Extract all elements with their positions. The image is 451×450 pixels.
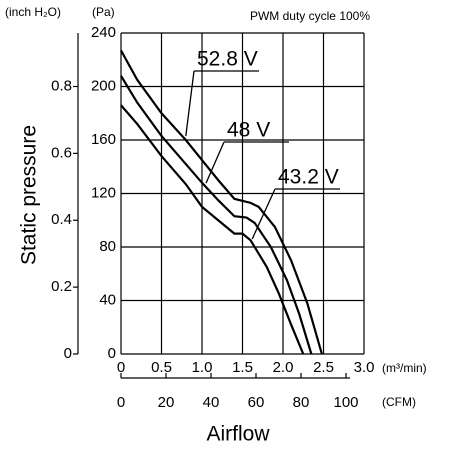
chart-title: PWM duty cycle 100% (250, 9, 370, 23)
y2-unit: (inch H₂O) (5, 5, 61, 19)
y-tick-label: 240 (91, 24, 116, 41)
x2-tick-label: 20 (158, 394, 175, 411)
x2-unit: (CFM) (382, 395, 416, 409)
line-series (120, 75, 313, 355)
y-tick-label: 160 (91, 131, 116, 148)
y2-tick-label: 0.8 (51, 77, 72, 94)
line-series (120, 104, 305, 355)
y-tick-label: 200 (91, 77, 116, 94)
x2-tick-label: 0 (117, 394, 125, 411)
y2-tick-label: 0 (64, 345, 72, 362)
y2-tick-label: 0.4 (51, 211, 72, 228)
x-tick-label: 2.5 (313, 359, 334, 376)
y2-tick-label: 0.2 (51, 278, 72, 295)
series-label: 52.8 V (197, 48, 258, 71)
y-unit: (Pa) (92, 5, 115, 19)
leader-line (185, 70, 195, 137)
y2-tick-label: 0.6 (51, 144, 72, 161)
x-unit: (m³/min) (382, 361, 427, 375)
x2-tick-label: 60 (248, 394, 265, 411)
x-tick-label: 2.0 (273, 359, 294, 376)
y-tick-label: 40 (99, 291, 116, 308)
x-tick-label: 0.5 (151, 359, 172, 376)
line-series (120, 49, 323, 355)
x-tick-label: 1.5 (232, 359, 253, 376)
x-tick-label: 0 (117, 359, 125, 376)
x2-tick-label: 40 (203, 394, 220, 411)
series-label: 48 V (227, 119, 270, 142)
series-label: 43.2 V (278, 166, 339, 189)
y-tick-label: 0 (108, 345, 116, 362)
y-tick-label: 120 (91, 184, 116, 201)
y-axis-label: Static pressure (18, 125, 41, 265)
x2-tick-label: 80 (293, 394, 310, 411)
x2-tick-label: 100 (333, 394, 358, 411)
leader-line (251, 188, 276, 240)
x-axis-label: Airflow (206, 423, 270, 446)
x-tick-label: 3.0 (354, 359, 375, 376)
leader-line (205, 141, 225, 184)
y-tick-label: 80 (99, 238, 116, 255)
x-tick-label: 1.0 (192, 359, 213, 376)
